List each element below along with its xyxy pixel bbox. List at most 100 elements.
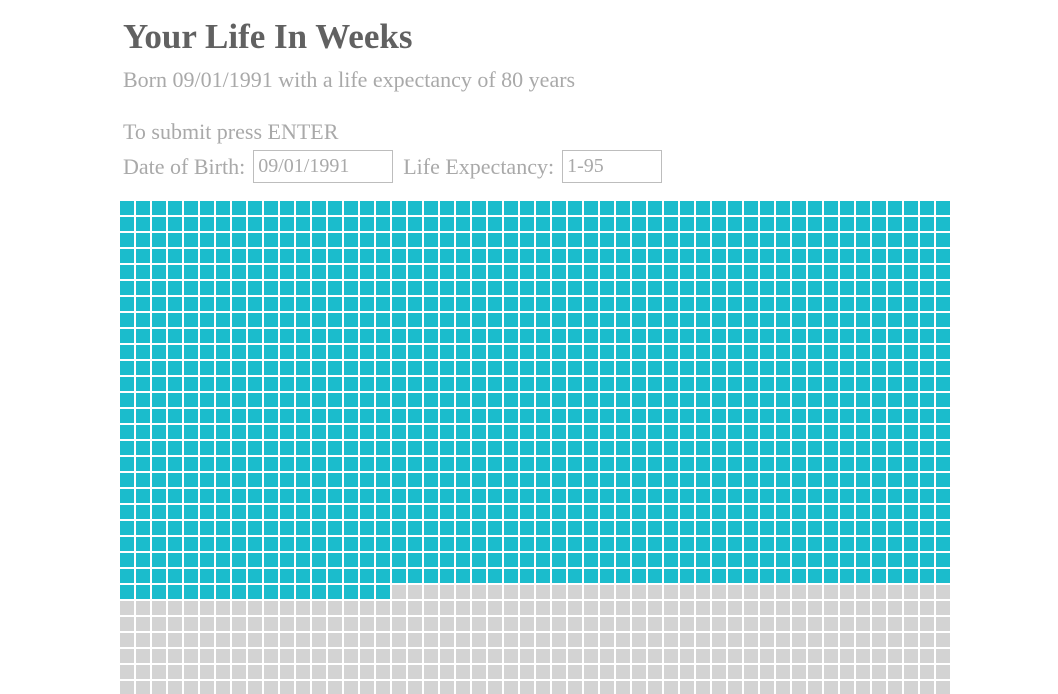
week-lived [248, 249, 262, 263]
week-lived [440, 297, 454, 311]
week-lived [584, 281, 598, 295]
week-lived [376, 409, 390, 423]
week-remaining [568, 617, 582, 631]
week-remaining [440, 649, 454, 663]
week-lived [904, 537, 918, 551]
week-remaining [856, 585, 870, 599]
week-lived [504, 217, 518, 231]
week-remaining [120, 601, 134, 615]
week-lived [600, 457, 614, 471]
week-lived [728, 425, 742, 439]
week-lived [904, 409, 918, 423]
week-lived [184, 329, 198, 343]
week-lived [776, 361, 790, 375]
dob-input[interactable] [253, 150, 394, 183]
week-lived [376, 345, 390, 359]
week-lived [888, 361, 902, 375]
week-remaining [632, 681, 646, 694]
week-lived [552, 441, 566, 455]
week-lived [584, 505, 598, 519]
week-remaining [136, 601, 150, 615]
week-lived [344, 585, 358, 599]
week-lived [904, 505, 918, 519]
week-lived [488, 233, 502, 247]
week-lived [552, 521, 566, 535]
week-remaining [488, 665, 502, 679]
week-lived [408, 393, 422, 407]
week-lived [744, 521, 758, 535]
week-lived [936, 313, 950, 327]
week-lived [584, 521, 598, 535]
week-remaining [312, 649, 326, 663]
week-lived [616, 537, 630, 551]
week-remaining [584, 649, 598, 663]
week-lived [280, 313, 294, 327]
week-lived [296, 345, 310, 359]
week-lived [472, 201, 486, 215]
week-lived [680, 361, 694, 375]
week-lived [888, 233, 902, 247]
week-lived [440, 361, 454, 375]
week-lived [264, 505, 278, 519]
week-lived [696, 537, 710, 551]
week-lived [712, 553, 726, 567]
week-lived [200, 281, 214, 295]
week-lived [248, 313, 262, 327]
week-lived [712, 265, 726, 279]
week-lived [232, 233, 246, 247]
week-remaining [616, 617, 630, 631]
week-lived [312, 329, 326, 343]
week-lived [904, 553, 918, 567]
week-lived [440, 217, 454, 231]
week-lived [520, 313, 534, 327]
week-lived [424, 217, 438, 231]
week-lived [568, 233, 582, 247]
week-remaining [664, 617, 678, 631]
week-lived [264, 281, 278, 295]
week-lived [120, 265, 134, 279]
week-lived [488, 457, 502, 471]
week-lived [936, 409, 950, 423]
week-lived [776, 537, 790, 551]
week-lived [424, 313, 438, 327]
week-lived [648, 217, 662, 231]
week-remaining [376, 665, 390, 679]
week-lived [184, 377, 198, 391]
week-lived [712, 457, 726, 471]
week-lived [568, 377, 582, 391]
week-lived [824, 297, 838, 311]
week-lived [680, 329, 694, 343]
week-lived [168, 249, 182, 263]
week-lived [232, 345, 246, 359]
week-lived [456, 233, 470, 247]
week-lived [680, 553, 694, 567]
week-lived [600, 409, 614, 423]
week-lived [120, 313, 134, 327]
life-expectancy-input[interactable] [562, 150, 663, 183]
week-lived [136, 377, 150, 391]
week-lived [200, 457, 214, 471]
week-lived [712, 201, 726, 215]
week-lived [488, 569, 502, 583]
week-lived [696, 425, 710, 439]
week-lived [824, 233, 838, 247]
week-lived [360, 425, 374, 439]
week-lived [360, 313, 374, 327]
week-lived [200, 265, 214, 279]
week-remaining [504, 649, 518, 663]
week-lived [392, 377, 406, 391]
week-lived [744, 425, 758, 439]
week-lived [504, 345, 518, 359]
week-lived [360, 585, 374, 599]
week-remaining [280, 649, 294, 663]
week-lived [200, 473, 214, 487]
week-remaining [472, 617, 486, 631]
week-lived [472, 297, 486, 311]
week-lived [712, 441, 726, 455]
week-lived [728, 409, 742, 423]
week-lived [136, 537, 150, 551]
week-remaining [248, 617, 262, 631]
week-remaining [648, 633, 662, 647]
week-lived [184, 313, 198, 327]
week-lived [760, 377, 774, 391]
